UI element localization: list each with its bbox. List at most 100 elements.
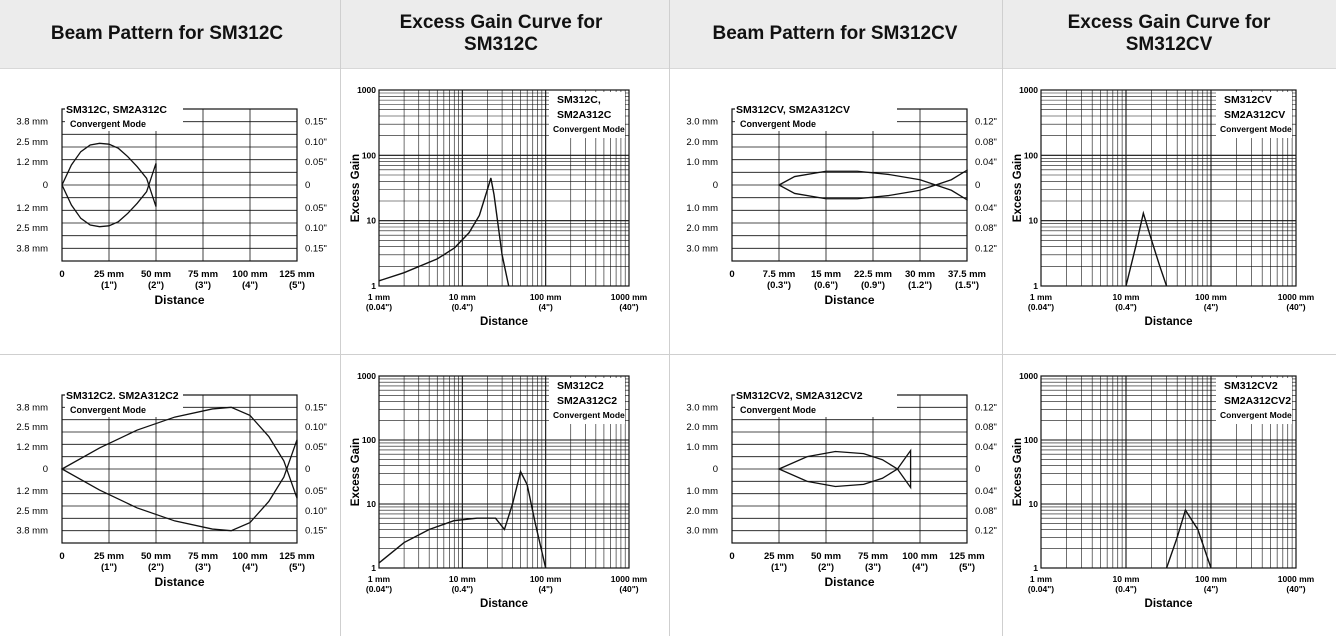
y-tick-label: 10 (367, 216, 377, 226)
y-tick-label-left: 0 (713, 464, 718, 475)
x-tick-sublabel: (0.9") (861, 280, 885, 291)
legend-line: SM2A312CV2 (1224, 395, 1291, 407)
legend-box (549, 92, 625, 138)
y-tick-label-right: 0.10" (305, 223, 327, 234)
header-beam-sm312c: Beam Pattern for SM312C (50, 23, 284, 44)
x-tick-sublabel: (0.04") (1028, 584, 1054, 594)
x-tick-sublabel: (3") (195, 562, 211, 573)
x-tick-label: 125 mm (949, 551, 984, 562)
chart-cell: 3.8 mm 2.5 mm 1.2 mm 0 1.2 mm 2.5 mm 3.8 mm 0.1… (0, 355, 340, 636)
x-tick-label: 1000 mm (611, 292, 648, 302)
beam-pattern-chart-sm312c: 3.8 mm 2.5 mm 1.2 mm 0 1.2 mm 2.5 mm 3.8 mm 0.1… (16, 103, 327, 307)
x-tick-sublabel: (40") (1286, 584, 1305, 594)
y-tick-label-right: 0 (305, 180, 310, 191)
y-tick-label-left: 3.8 mm (16, 402, 48, 413)
legend-box (735, 103, 897, 131)
x-tick-sublabel: (1.5") (955, 280, 979, 291)
y-tick-label: 10 (1029, 499, 1039, 509)
legend-box (549, 378, 625, 424)
y-tick-label-left: 1.0 mm (686, 157, 718, 168)
x-tick-label: 30 mm (905, 269, 935, 280)
x-tick-label: 100 mm (530, 292, 562, 302)
y-tick-label-right: 0.05" (305, 157, 327, 168)
y-axis-label: Excess Gain (350, 438, 362, 506)
row-divider (0, 354, 1336, 355)
legend-mode: Convergent Mode (553, 124, 625, 134)
chart-cell: 1000 100 10 1 1 mm (0.04") 10 mm (0.4") 100 mm (4… (341, 355, 669, 636)
y-tick-label-left: 3.8 mm (16, 526, 48, 537)
x-tick-sublabel: (3") (195, 280, 211, 291)
y-tick-label-left: 1.2 mm (16, 157, 48, 168)
x-axis-label: Distance (824, 575, 874, 589)
legend-box (1216, 92, 1292, 138)
x-tick-label: 75 mm (858, 551, 888, 562)
chart-cell: 3.8 mm 2.5 mm 1.2 mm 0 1.2 mm 2.5 mm 3.8 mm 0.1… (0, 69, 340, 354)
x-tick-sublabel: (1.2") (908, 280, 932, 291)
plot-frame (1040, 375, 1297, 569)
y-axis-label: Excess Gain (1012, 154, 1024, 222)
y-tick-label-right: 0.10" (305, 137, 327, 148)
x-tick-label: 100 mm (1195, 574, 1227, 584)
x-tick-label: 1 mm (368, 574, 391, 584)
x-tick-label: 1 mm (368, 292, 391, 302)
gain-curve (378, 469, 547, 569)
x-tick-sublabel: (2") (148, 562, 164, 573)
beam-curve (61, 142, 157, 228)
y-tick-label: 1000 (1019, 85, 1038, 95)
x-tick-sublabel: (0.4") (1115, 584, 1137, 594)
x-axis-label: Distance (1145, 598, 1193, 610)
x-axis-label: Distance (480, 316, 528, 328)
x-tick-label: 1 mm (1030, 574, 1053, 584)
y-tick-label: 1 (371, 281, 376, 291)
y-tick-label-left: 1.0 mm (686, 486, 718, 497)
chart-cell: 1000 100 10 1 1 mm (0.04") 10 mm (0.4") 100 mm (4… (1003, 69, 1336, 354)
legend-box (65, 103, 183, 131)
y-tick-label-right: 0.04" (975, 486, 997, 497)
y-tick-label-right: 0.12" (975, 402, 997, 413)
legend-title: SM312C, SM2A312C (66, 104, 167, 116)
x-tick-label: 10 mm (449, 292, 476, 302)
y-tick-label-right: 0.15" (305, 402, 327, 413)
y-tick-label-right: 0.05" (305, 203, 327, 214)
x-tick-label: 22.5 mm (854, 269, 892, 280)
x-tick-label: 10 mm (449, 574, 476, 584)
column-divider (1002, 0, 1003, 636)
y-tick-label-right: 0.10" (305, 506, 327, 517)
x-tick-label: 125 mm (279, 551, 314, 562)
x-tick-sublabel: (40") (619, 584, 638, 594)
y-tick-label-left: 3.0 mm (686, 402, 718, 413)
y-tick-label-left: 3.0 mm (686, 526, 718, 537)
x-tick-label: 100 mm (232, 269, 267, 280)
gain-curve (378, 177, 510, 287)
y-tick-label-left: 3.0 mm (686, 243, 718, 254)
x-tick-label: 0 (729, 269, 734, 280)
y-tick-label: 100 (362, 435, 376, 445)
x-tick-label: 25 mm (94, 269, 124, 280)
legend-mode: Convergent Mode (70, 119, 146, 129)
y-tick-label-left: 1.0 mm (686, 203, 718, 214)
legend-line: SM2A312C (557, 109, 612, 121)
x-tick-sublabel: (40") (619, 302, 638, 312)
x-tick-sublabel: (0.04") (366, 584, 392, 594)
plot-frame (378, 89, 630, 287)
legend-mode: Convergent Mode (1220, 124, 1292, 134)
y-tick-label-right: 0.05" (305, 442, 327, 453)
y-tick-label-right: 0.08" (975, 223, 997, 234)
y-tick-label-right: 0.15" (305, 117, 327, 128)
x-tick-sublabel: (5") (289, 562, 305, 573)
x-tick-sublabel: (4") (538, 584, 553, 594)
x-tick-sublabel: (4") (242, 562, 258, 573)
x-tick-label: 75 mm (188, 269, 218, 280)
x-tick-label: 50 mm (141, 269, 171, 280)
y-tick-label-right: 0.12" (975, 117, 997, 128)
x-tick-label: 37.5 mm (948, 269, 986, 280)
y-tick-label: 1 (1033, 563, 1038, 573)
x-tick-label: 1000 mm (611, 574, 648, 584)
y-tick-label-left: 3.0 mm (686, 117, 718, 128)
x-tick-sublabel: (0.4") (452, 584, 474, 594)
header-gain-sm312c: Excess Gain Curve for SM312C (399, 12, 603, 55)
